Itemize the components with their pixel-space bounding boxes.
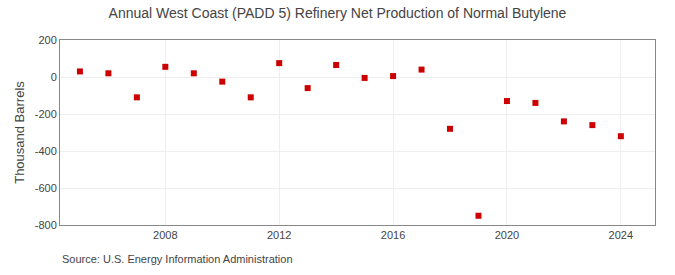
- svg-text:200: 200: [38, 34, 56, 46]
- svg-text:Thousand Barrels: Thousand Barrels: [12, 81, 27, 184]
- svg-text:-400: -400: [35, 145, 57, 157]
- svg-text:2020: 2020: [495, 229, 519, 241]
- svg-text:Source: U.S. Energy Informatio: Source: U.S. Energy Information Administ…: [62, 253, 293, 265]
- svg-text:2024: 2024: [609, 229, 633, 241]
- svg-text:-600: -600: [35, 182, 57, 194]
- svg-text:-800: -800: [35, 219, 57, 231]
- svg-text:0: 0: [51, 71, 57, 83]
- svg-text:2012: 2012: [267, 229, 291, 241]
- svg-text:Annual West Coast (PADD 5) Ref: Annual West Coast (PADD 5) Refinery Net …: [109, 5, 567, 21]
- svg-text:2008: 2008: [153, 229, 177, 241]
- svg-text:2016: 2016: [381, 229, 405, 241]
- svg-text:-200: -200: [35, 108, 57, 120]
